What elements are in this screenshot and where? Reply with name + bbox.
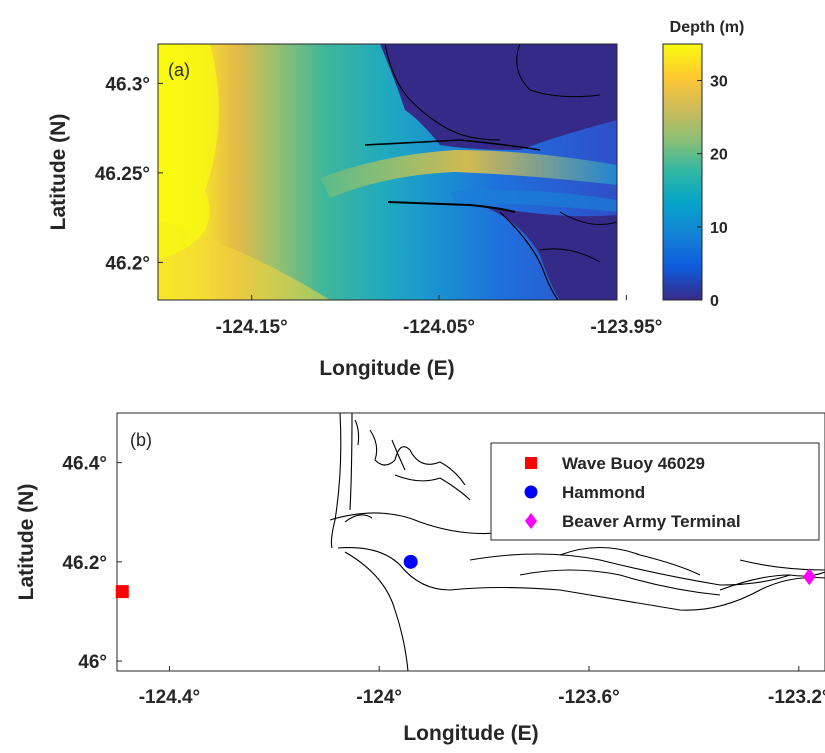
legend-terminal-marker <box>525 513 537 529</box>
legend-box <box>490 442 820 541</box>
panel-a-x-ticks: -124.15° -124.05° -123.95° <box>216 295 662 338</box>
colorbar-tick-label: 30 <box>710 74 728 91</box>
hammond-marker <box>403 554 418 569</box>
panel-b-x-axis-label: Longitude (E) <box>403 722 538 745</box>
panel-a-frame <box>157 43 618 301</box>
panel-a-y-ticks: 46.2° 46.25° 46.3° <box>95 74 163 274</box>
x-tick-label: -124.15° <box>216 317 288 338</box>
legend-entry-label: Hammond <box>562 483 645 502</box>
panel-a-x-axis-label: Longitude (E) <box>319 357 454 380</box>
panel-b-y-axis-label: Latitude (N) <box>15 484 38 601</box>
x-tick-label: -124.4° <box>139 687 200 708</box>
bathymetry-map <box>158 44 617 300</box>
colorbar-tick-label: 10 <box>710 220 728 237</box>
x-tick-label: -124.05° <box>403 317 475 338</box>
panel-a-label: (a) <box>168 60 190 80</box>
x-tick-label: -123.2° <box>768 687 825 708</box>
y-tick-label: 46.4° <box>62 454 107 475</box>
panel-b-label: (b) <box>130 430 152 450</box>
colorbar-ticks: 0 10 20 30 <box>697 74 728 310</box>
y-tick-label: 46° <box>78 652 107 673</box>
colorbar <box>662 43 703 301</box>
colorbar-tick-label: 20 <box>710 147 728 164</box>
panel-a: (a) -124.15° -124.05° -123.95° 46.2° 46.25°… <box>47 19 744 380</box>
y-tick-label: 46.25° <box>95 164 150 185</box>
panel-b: (b) -124.4° -124° -123.6° -123.2° 46°46.2°4… <box>15 412 825 745</box>
legend-entry-label: Beaver Army Terminal <box>562 512 741 531</box>
x-tick-label: -123.95° <box>590 317 662 338</box>
panel-b-markers <box>115 554 816 599</box>
legend: Wave Buoy 46029 Hammond Beaver Army Termin… <box>490 442 820 541</box>
y-tick-label: 46.2° <box>105 253 150 274</box>
coastline-map <box>329 413 825 671</box>
terminal-marker <box>802 568 816 586</box>
y-tick-label: 46.3° <box>105 74 150 95</box>
panel-a-y-axis-label: Latitude (N) <box>47 114 70 231</box>
colorbar-tick-label: 0 <box>710 293 719 310</box>
legend-entry-label: Wave Buoy 46029 <box>562 454 705 473</box>
x-tick-label: -124° <box>356 687 402 708</box>
legend-hammond-marker <box>524 485 538 499</box>
x-tick-label: -123.6° <box>558 687 619 708</box>
panel-b-y-ticks: 46° 46.2° 46.4° <box>62 454 122 673</box>
buoy-marker <box>115 585 129 599</box>
panel-b-frame <box>116 412 825 672</box>
panel-b-x-ticks: -124.4° -124° -123.6° -123.2° <box>139 666 825 708</box>
y-tick-label: 46.2° <box>62 553 107 574</box>
colorbar-title: Depth (m) <box>670 19 745 36</box>
legend-buoy-marker <box>525 457 537 469</box>
